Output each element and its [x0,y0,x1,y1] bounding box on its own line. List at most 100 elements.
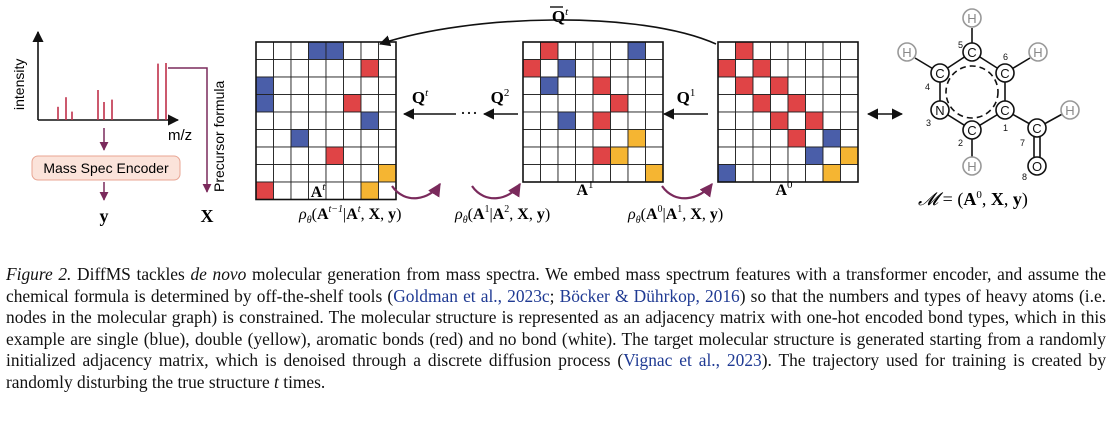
citation-link-bocker[interactable]: Böcker & Dührkop, 2016 [559,285,740,306]
precursor-output-x: X [201,206,214,226]
matrix-cell [273,146,292,165]
reverse-step-1: ρθ(At−1|At, X, y) [298,204,401,226]
matrix-cell [575,129,594,148]
matrix-cell [378,129,397,148]
matrix-cell [717,76,736,95]
matrix-cell [522,76,541,95]
matrix-cell [645,164,664,183]
matrix-cell [575,41,594,60]
matrix-cell [522,41,541,60]
matrix-cell [752,129,771,148]
atom-number-7: 7 [1020,138,1025,148]
citation-link-goldman[interactable]: Goldman et al., 2023c [393,285,550,306]
matrix-cell [540,129,559,148]
matrix-cell [752,111,771,130]
matrix-cell [273,164,292,183]
matrix-cell [592,146,611,165]
encoder-output-y: y [100,206,109,226]
matrix-cell [343,94,362,113]
atom-node [962,156,982,176]
matrix-cell [770,146,789,165]
matrix-cell [325,146,344,165]
matrix-cell [308,59,327,78]
caption-italic-2: t [274,371,279,392]
matrix-cell [592,41,611,60]
matrix-cell [378,111,397,130]
matrix-cell [343,111,362,130]
matrix-cell [360,111,379,130]
matrix-cell [575,76,594,95]
matrix-cell [717,164,736,183]
matrix-cell [787,94,806,113]
matrix-cell [308,129,327,148]
matrix-cell [840,129,859,148]
matrix-cell [325,181,344,200]
matrix-cell [325,94,344,113]
matrix-cell [255,111,274,130]
matrix-cell [592,76,611,95]
matrix-cell [290,129,309,148]
matrix-cell [378,181,397,200]
matrix-cell [645,59,664,78]
matrix-cell [805,164,824,183]
figure-caption: Figure 2. DiffMS tackles de novo molecul… [6,264,1106,394]
matrix-cell [540,146,559,165]
matrix-cell [610,94,629,113]
matrix-cell [805,146,824,165]
matrix-cell [645,94,664,113]
matrix-cell [735,164,754,183]
matrix-cell [770,94,789,113]
atom-symbol: H [902,45,911,60]
matrix-cell [805,94,824,113]
mass-spectrum-plot: intensity m/z [11,30,192,144]
matrix-cell [255,146,274,165]
matrix-cell [557,76,576,95]
matrix-cell [273,76,292,95]
matrix-cell [805,111,824,130]
atom-node [897,42,917,62]
spectrum-peaks [57,63,167,120]
matrix-cell [522,111,541,130]
matrix-cell [627,111,646,130]
matrix-cell [557,94,576,113]
atom-symbol: H [967,11,976,26]
matrix-cell [273,41,292,60]
matrix-cell [805,41,824,60]
caption-text-2: molecular generation from mass spectra. … [6,264,1106,306]
transition-q-2: Q2 [491,87,510,107]
matrix-cell [540,59,559,78]
matrix-cell [360,129,379,148]
matrix-cell [645,129,664,148]
matrix-cell [575,59,594,78]
atom-number-3: 3 [926,118,931,128]
caption-text-5: ). The trajectory used for training is c… [6,350,1107,392]
atom-symbol: C [967,123,976,138]
matrix-cell [805,76,824,95]
matrix-cell [752,41,771,60]
matrix-cell [360,76,379,95]
matrix-cell [735,94,754,113]
mz-axis-label: m/z [168,127,192,144]
matrix-cell [592,94,611,113]
matrix-cell [575,94,594,113]
atom-node [1028,42,1048,62]
transition-q-t: Qt [412,87,429,107]
caption-text-4: ) so that the numbers and types of heavy… [6,285,1107,371]
matrix-cell [255,94,274,113]
matrix-cell [787,111,806,130]
matrix-cell [735,146,754,165]
matrix-cell [610,164,629,183]
matrix-cell [273,94,292,113]
encoder-label: Mass Spec Encoder [43,160,169,176]
transition-ellipsis: ··· [460,103,478,123]
matrix-cell [540,111,559,130]
citation-link-vignac[interactable]: Vignac et al., 2023 [623,350,762,371]
reverse-step-3: ρθ(A0|A1, X, y) [627,204,723,226]
matrix-cell [273,59,292,78]
matrix-cell [290,111,309,130]
matrix-cell [840,59,859,78]
label-A1: A1 [576,179,593,199]
matrix-cell [255,164,274,183]
matrix-cell [290,41,309,60]
matrix-cell [343,129,362,148]
